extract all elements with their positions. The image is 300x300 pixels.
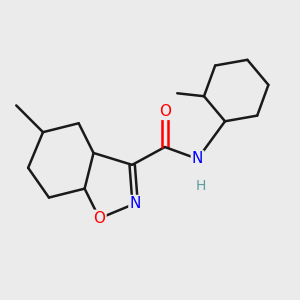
Text: O: O xyxy=(94,211,106,226)
Text: N: N xyxy=(130,196,141,211)
Text: H: H xyxy=(195,179,206,193)
Text: N: N xyxy=(192,152,203,166)
Text: O: O xyxy=(159,104,171,119)
